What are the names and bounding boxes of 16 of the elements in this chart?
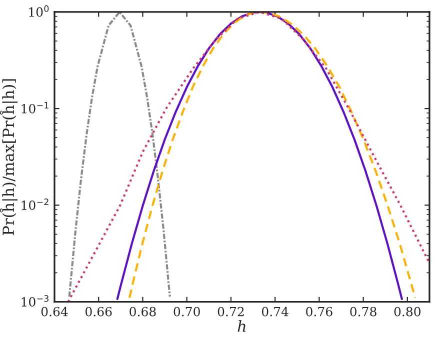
x-tick-label: 0.74 <box>262 306 288 316</box>
y-tick-label: 10$^{−1}$ <box>22 102 48 114</box>
y-axis-title: Pr(ĥ|h)/max[Pr(ĥ|h)] <box>0 79 18 235</box>
y-tick-label: 10$^{−3}$ <box>22 295 48 307</box>
y-tick-label: 10$^{0}$ <box>29 5 49 17</box>
y-tick-label: 10$^{−2}$ <box>22 198 48 210</box>
x-tick-label: 0.64 <box>41 306 68 316</box>
x-axis-title: h <box>238 320 246 332</box>
line-series <box>68 12 171 298</box>
x-tick-label: 0.80 <box>394 306 420 316</box>
x-tick-label: 0.66 <box>86 306 112 316</box>
x-tick-label: 0.72 <box>218 306 244 316</box>
x-tick-label: 0.68 <box>130 306 156 316</box>
x-tick-label: 0.70 <box>174 306 200 316</box>
x-tick-label: 0.76 <box>306 306 332 316</box>
x-tick-label: 0.78 <box>350 306 376 316</box>
